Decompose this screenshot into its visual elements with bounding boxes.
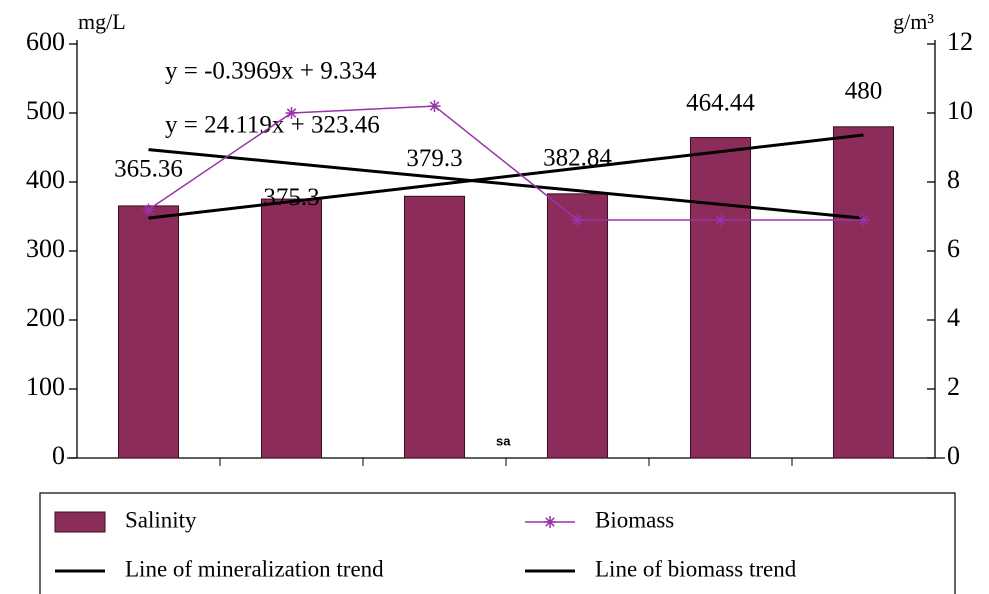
line (148, 133, 864, 220)
annotation: sa (496, 433, 511, 448)
legend-swatch (54, 511, 106, 533)
bar (260, 198, 323, 459)
y-tick-label: 100 (26, 372, 65, 401)
y2-tick-label: 12 (947, 27, 973, 56)
marker (714, 213, 727, 226)
bar (403, 195, 466, 459)
y2-tick-label: 6 (947, 234, 960, 263)
value-label: 375.3 (263, 184, 319, 211)
y-tick-label: 600 (26, 27, 65, 56)
marker (857, 213, 870, 226)
bar (689, 137, 752, 459)
legend-label: Line of biomass trend (595, 556, 797, 581)
marker (142, 203, 155, 216)
marker (428, 100, 441, 113)
line (148, 105, 864, 221)
equation: y = -0.3969x + 9.334 (165, 58, 377, 85)
marker (571, 213, 584, 226)
y2-tick-label: 8 (947, 165, 960, 194)
legend-label: Salinity (125, 507, 197, 532)
value-label: 365.36 (114, 156, 183, 183)
bar (117, 205, 180, 459)
legend-marker (544, 516, 556, 528)
y-tick-label: 0 (52, 441, 65, 470)
value-label: 464.44 (686, 89, 755, 116)
y2-tick-label: 4 (947, 303, 960, 332)
value-label: 382.84 (543, 145, 612, 172)
line (148, 148, 864, 220)
bar (832, 126, 895, 459)
value-label: 480 (845, 78, 883, 105)
legend-box (39, 492, 956, 594)
marker (285, 107, 298, 119)
y2-tick-label: 2 (947, 372, 960, 401)
y-tick-label: 200 (26, 303, 65, 332)
y-tick-label: 300 (26, 234, 65, 263)
value-label: 379.3 (406, 145, 462, 172)
y-tick-label: 500 (26, 96, 65, 125)
y2-axis-label: g/m³ (893, 9, 934, 34)
legend-label: Biomass (595, 507, 674, 532)
y2-tick-label: 0 (947, 441, 960, 470)
y-tick-label: 400 (26, 165, 65, 194)
bar (546, 193, 609, 459)
legend-label: Line of mineralization trend (125, 556, 384, 581)
y-axis-label: mg/L (78, 9, 126, 34)
y2-tick-label: 10 (947, 96, 973, 125)
